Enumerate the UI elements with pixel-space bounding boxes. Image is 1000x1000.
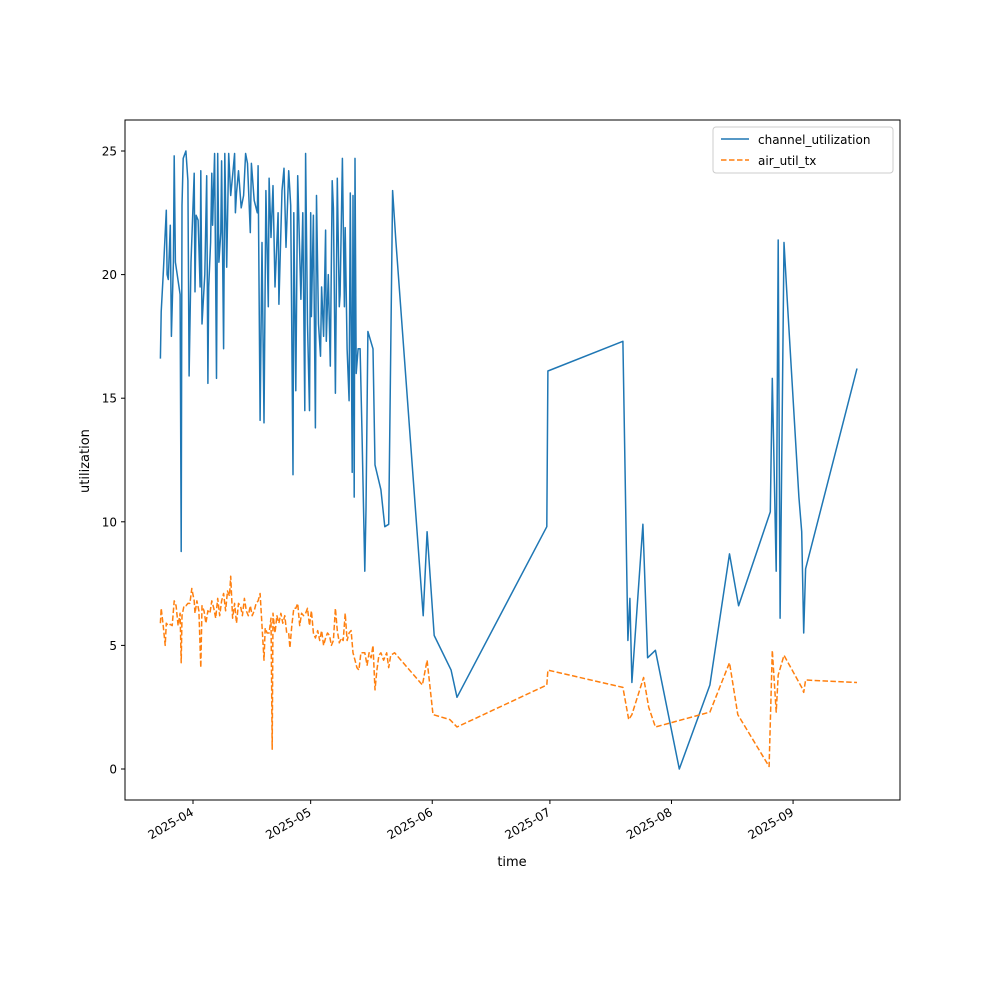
y-axis-label: utilization bbox=[78, 429, 93, 493]
y-tick-label: 25 bbox=[102, 145, 117, 159]
legend-box bbox=[712, 126, 894, 174]
y-tick-label: 10 bbox=[102, 515, 117, 529]
y-axis: 0 5 10 15 20 25 bbox=[102, 145, 125, 777]
series-line-channel-utilization bbox=[159, 150, 858, 770]
axes-frame bbox=[124, 119, 901, 801]
series-line-air-util-tx bbox=[159, 575, 858, 768]
y-tick-label: 15 bbox=[102, 392, 117, 406]
x-axis-label: time bbox=[497, 855, 526, 870]
y-tick-label: 0 bbox=[109, 763, 117, 777]
y-tick-label: 5 bbox=[109, 639, 117, 653]
legend-label-air-util-tx: air_util_tx bbox=[758, 154, 816, 168]
legend-label-channel-utilization: channel_utilization bbox=[758, 133, 870, 147]
legend: channel_utilization air_util_tx bbox=[712, 126, 894, 174]
series-layer bbox=[159, 150, 858, 770]
y-tick-label: 20 bbox=[102, 268, 117, 282]
